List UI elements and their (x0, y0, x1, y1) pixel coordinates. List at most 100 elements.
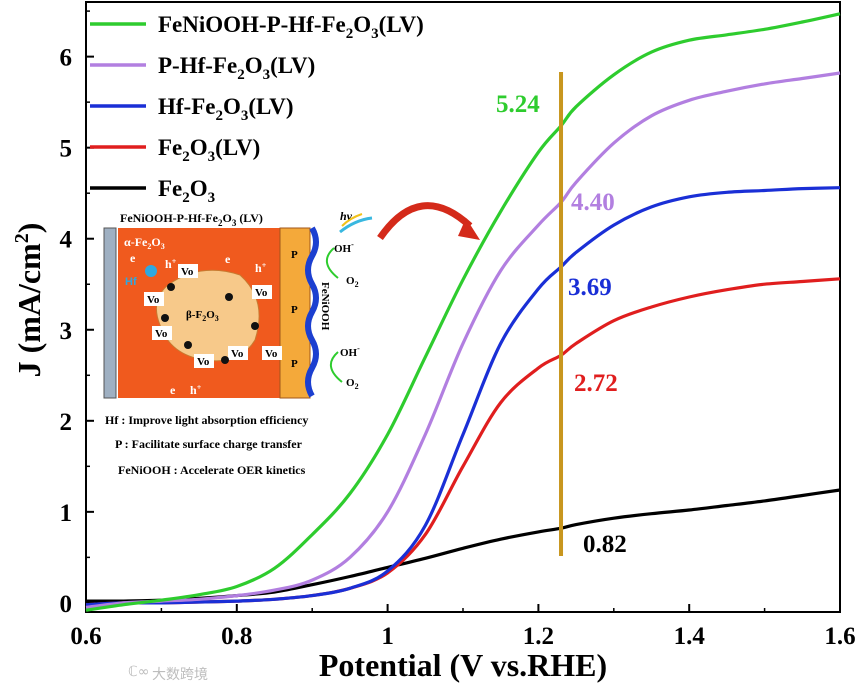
y-axis-title-main: J (mA/cm (11, 243, 47, 378)
watermark-logo-icon: ℂ∞ (128, 664, 150, 680)
value-annotations: 5.24 4.40 3.69 2.72 0.82 (496, 91, 627, 558)
legend-label-part: 2 (182, 149, 190, 165)
inset-caption-2: P : Facilitate surface charge transfer (115, 437, 303, 451)
annotation-0-82: 0.82 (583, 531, 627, 558)
legend-label-part: 3 (371, 26, 379, 42)
series-line (85, 186, 841, 607)
e-label-3: e (170, 383, 176, 397)
y-tick-label: 2 (60, 409, 73, 436)
legend-label-part: 2 (237, 67, 245, 83)
y-tick-label: 5 (60, 136, 73, 163)
legend-label-part: 2 (346, 26, 354, 42)
annotation-4-40: 4.40 (571, 189, 615, 216)
legend-label-part: O (190, 135, 208, 160)
axis-ticks: 0.6 0.8 1 1.2 1.4 1.6 0 1 2 3 4 5 6 (60, 10, 856, 650)
series-line (85, 71, 841, 609)
legend-label-part: (LV) (248, 94, 293, 119)
vo-7: Vo (197, 356, 210, 368)
x-tick-label: 1.2 (523, 623, 554, 650)
feniooh-layer (305, 226, 319, 398)
x-axis-title: Potential (V vs.RHE) (319, 647, 607, 683)
curved-arrow-icon (377, 202, 480, 240)
legend-label-part: O (223, 94, 241, 119)
oh-label-2: OH- (340, 344, 360, 359)
substrate-bar (103, 227, 117, 399)
x-tick-label: 1 (381, 623, 394, 650)
inset-schematic: FeNiOOH-P-Hf-Fe2O3 (LV) hv P P P FeNiOOH… (98, 206, 373, 477)
legend-label-part: P-Hf-Fe (158, 53, 237, 78)
legend-label-part: 3 (241, 108, 249, 124)
legend-label-part: O (353, 12, 371, 37)
y-axis-title: J (mA/cm2) (11, 223, 47, 378)
e-label-2: e (225, 252, 231, 266)
y-axis-title-sup: 2 (11, 233, 33, 243)
x-tick-label: 1.6 (824, 623, 855, 650)
h-label-1: h+ (165, 257, 177, 271)
legend-label-part: 3 (208, 149, 216, 165)
legend-label-part: Hf-Fe (158, 94, 215, 119)
legend-label-part: (LV) (379, 12, 424, 37)
y-tick-label: 6 (60, 45, 73, 72)
legend-label-part: Fe (158, 135, 182, 160)
legend-label-part: FeNiOOH-P-Hf-Fe (158, 12, 346, 37)
vo-4: Vo (155, 328, 168, 340)
legend-label: P-Hf-Fe2O3(LV) (158, 53, 315, 83)
annotation-3-69: 3.69 (568, 274, 612, 301)
vo-3: Vo (255, 287, 268, 299)
y-axis-title-close: ) (11, 223, 47, 234)
x-tick-label: 0.8 (221, 623, 252, 650)
legend-label: Hf-Fe2O3(LV) (158, 94, 294, 124)
y-tick-label: 0 (60, 591, 73, 618)
inset-caption-1: Hf : Improve light absorption efficiency (105, 413, 308, 427)
o2-label-2: O2 (346, 377, 359, 391)
y-tick-label: 3 (60, 318, 73, 345)
watermark-text: 大数跨境 (152, 667, 208, 683)
annotation-5-24: 5.24 (496, 91, 540, 118)
beta-label: β-F2O3 (186, 309, 219, 323)
defect-dots (161, 283, 259, 364)
p-label-3: P (291, 358, 298, 370)
oer-arrow-icon-2 (330, 351, 343, 383)
legend-label-part: O (190, 176, 208, 201)
legend-label-part: 2 (182, 190, 190, 206)
p-layer (279, 227, 311, 399)
e-label-1: e (130, 251, 136, 265)
inset-title: FeNiOOH-P-Hf-Fe2O3 (LV) (120, 211, 263, 228)
series-line (85, 488, 841, 603)
legend-label: FeNiOOH-P-Hf-Fe2O3(LV) (158, 12, 424, 42)
p-label-1: P (291, 249, 298, 261)
inset-caption-3: FeNiOOH : Accelerate OER kinetics (118, 463, 306, 477)
x-tick-label: 0.6 (70, 623, 101, 650)
vo-1: Vo (181, 266, 194, 278)
legend-label-part: 2 (215, 108, 223, 124)
y-tick-label: 1 (60, 500, 73, 527)
light-arrow-icon (339, 216, 373, 234)
legend-label-part: O (245, 53, 263, 78)
p-label-2: P (291, 304, 298, 316)
legend-label-part: 3 (263, 67, 271, 83)
vo-6: Vo (231, 348, 244, 360)
y-tick-label: 4 (60, 227, 73, 254)
o2-label-1: O2 (346, 275, 359, 289)
legend-label-part: 3 (208, 190, 216, 206)
x-tick-label: 1.4 (674, 623, 706, 650)
h-label-3: h+ (190, 383, 202, 397)
legend-label: Fe2O3 (158, 176, 215, 206)
legend-label: Fe2O3(LV) (158, 135, 260, 165)
series-line (85, 12, 841, 612)
legend-label-part: (LV) (215, 135, 260, 160)
annotation-2-72: 2.72 (574, 370, 618, 397)
hf-label: Hf (125, 276, 137, 288)
hf-atom-icon (145, 265, 157, 277)
vo-2: Vo (147, 294, 160, 306)
feniooh-label: FeNiOOH (319, 282, 331, 331)
legend-label-part: (LV) (270, 53, 315, 78)
legend-label-part: Fe (158, 176, 182, 201)
series-layer (85, 12, 841, 612)
h-label-2: h+ (255, 261, 267, 275)
oh-label-1: OH- (334, 240, 354, 255)
inset-hv: hv (340, 209, 353, 223)
vo-5: Vo (265, 348, 278, 360)
legend: FeNiOOH-P-Hf-Fe2O3(LV)P-Hf-Fe2O3(LV)Hf-F… (90, 12, 424, 206)
vo-badges: Vo Vo Vo Vo Vo Vo Vo (144, 264, 282, 368)
